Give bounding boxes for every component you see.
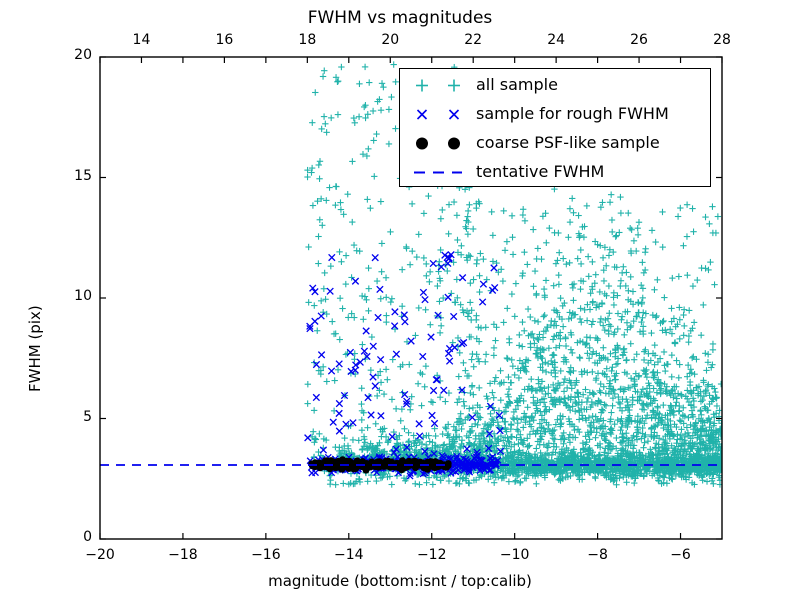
chart-title: FWHM vs magnitudes xyxy=(0,8,800,28)
ytick-3: 15 xyxy=(44,168,92,184)
xtick-top-0: 14 xyxy=(111,32,171,48)
axis-ticks xyxy=(99,56,723,540)
xtick-bottom-2: −16 xyxy=(236,547,296,563)
x-axis-label: magnitude (bottom:isnt / top:calib) xyxy=(0,572,800,590)
legend-item-all-sample[interactable]: all sample xyxy=(400,71,712,100)
xtick-bottom-3: −14 xyxy=(319,547,379,563)
xtick-bottom-4: −12 xyxy=(402,547,462,563)
ytick-0: 0 xyxy=(44,529,92,545)
plus-icon xyxy=(416,79,460,92)
xtick-bottom-6: −8 xyxy=(568,547,628,563)
legend-item-tentative-fwhm[interactable]: tentative FWHM xyxy=(400,158,712,187)
xtick-top-7: 28 xyxy=(692,32,752,48)
ytick-1: 5 xyxy=(44,409,92,425)
xtick-top-4: 22 xyxy=(443,32,503,48)
legend-label-coarse-psf: coarse PSF-like sample xyxy=(476,133,660,152)
xtick-bottom-1: −18 xyxy=(153,547,213,563)
legend-label-tentative-fwhm: tentative FWHM xyxy=(476,162,604,181)
xtick-bottom-7: −6 xyxy=(651,547,711,563)
xtick-top-6: 26 xyxy=(609,32,669,48)
legend-label-all-sample: all sample xyxy=(476,75,558,94)
cross-icon xyxy=(416,109,460,120)
dashed-line-icon xyxy=(414,171,462,174)
xtick-bottom-0: −20 xyxy=(70,547,130,563)
legend-item-coarse-psf[interactable]: coarse PSF-like sample xyxy=(400,129,712,158)
xtick-top-3: 20 xyxy=(360,32,420,48)
xtick-top-2: 18 xyxy=(277,32,337,48)
xtick-top-1: 16 xyxy=(194,32,254,48)
legend-item-rough-fwhm[interactable]: sample for rough FWHM xyxy=(400,100,712,129)
xtick-top-5: 24 xyxy=(526,32,586,48)
chart-legend[interactable]: all sample sample for rough FWHM coarse … xyxy=(399,68,711,187)
ytick-4: 20 xyxy=(44,47,92,63)
dot-icon xyxy=(416,137,460,150)
legend-label-rough-fwhm: sample for rough FWHM xyxy=(476,104,669,123)
xtick-bottom-5: −10 xyxy=(485,547,545,563)
ytick-2: 10 xyxy=(44,288,92,304)
data-points-layer xyxy=(304,61,722,488)
